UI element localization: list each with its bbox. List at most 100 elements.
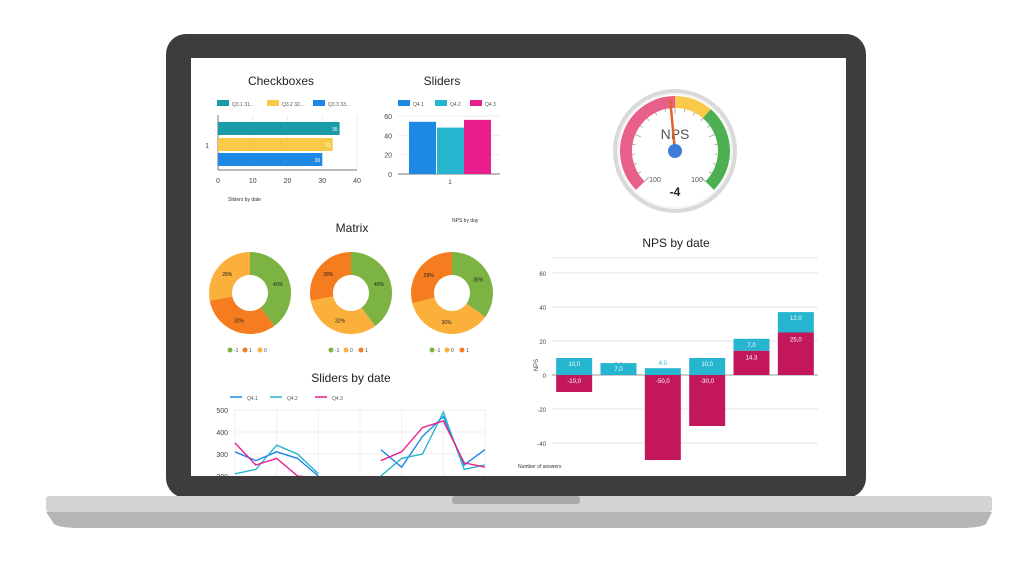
checkboxes-chart: Checkboxes Q3.1 31... Q3.2 32... Q3.3 33...… xyxy=(205,74,361,203)
legend-dot xyxy=(429,347,435,353)
slice-label: 32% xyxy=(234,318,245,324)
matrix-chart: Matrix 40% 32% 28% -1 1 0 40% 32% 28% -1 0 1 35% 36% 29… xyxy=(209,221,493,354)
gauge-tick xyxy=(639,125,643,128)
legend-swatch xyxy=(398,100,410,106)
bar xyxy=(218,153,323,166)
bar-negative xyxy=(777,332,814,375)
chart-title: Sliders xyxy=(424,74,461,88)
bar xyxy=(437,127,464,174)
bar-positive xyxy=(777,312,814,333)
data-label: -30,0 xyxy=(700,379,714,385)
category-label: 1 xyxy=(448,180,452,186)
donut-slice xyxy=(209,252,250,301)
legend-label: -1 xyxy=(335,348,340,354)
legend-dot xyxy=(242,347,248,353)
bar-positive xyxy=(644,368,681,375)
data-label: 7,0 xyxy=(747,343,756,349)
gauge-tick xyxy=(638,171,642,174)
laptop-screen xyxy=(191,58,846,476)
tick-label: 40 xyxy=(353,178,361,185)
bar-negative xyxy=(689,375,726,426)
legend-label: 0 xyxy=(350,348,353,354)
legend-label: 0 xyxy=(451,348,454,354)
tick-label: 300 xyxy=(216,452,228,459)
bar-negative xyxy=(644,375,681,460)
legend-dot xyxy=(227,347,233,353)
tick-label: 400 xyxy=(216,430,228,437)
bar-positive xyxy=(556,358,593,375)
gauge-tick xyxy=(712,162,717,165)
gauge-needle xyxy=(668,99,677,152)
gauge-tick xyxy=(692,112,695,116)
gauge-arc-negative xyxy=(620,96,676,190)
tick-label: 60 xyxy=(539,272,546,278)
gauge-tick xyxy=(700,118,704,121)
chart-title: Checkboxes xyxy=(248,74,314,88)
legend-swatch xyxy=(217,100,229,106)
slice-label: 40% xyxy=(273,282,284,288)
donut-slice xyxy=(310,252,351,301)
gauge-arc-positive xyxy=(702,109,730,190)
legend-swatch xyxy=(435,100,447,106)
gauge-min-label: 100 xyxy=(649,177,661,184)
slice-label: 32% xyxy=(335,318,346,324)
tick-label: 500 xyxy=(216,408,228,415)
legend-dot xyxy=(257,347,263,353)
gauge-tick xyxy=(655,112,658,116)
data-label: 12,0 xyxy=(790,316,802,322)
data-label: 25,0 xyxy=(790,338,802,344)
tick-label: 0 xyxy=(388,172,392,179)
data-label: -10,0 xyxy=(567,379,581,385)
nps-gauge: NPS 100 100 -4 xyxy=(613,89,737,213)
legend-label: 0 xyxy=(264,348,267,354)
series-line xyxy=(234,420,486,476)
gauge-tick xyxy=(644,176,650,182)
donut-slice xyxy=(310,296,376,334)
tick-label: 200 xyxy=(216,474,228,481)
tick-label: 40 xyxy=(384,133,392,140)
bar-positive xyxy=(733,338,770,351)
laptop-notch xyxy=(452,496,580,504)
footer-label: NPS by day xyxy=(452,218,479,224)
bar-negative xyxy=(733,350,770,375)
chart-title: NPS by date xyxy=(642,236,710,250)
gauge-hub xyxy=(668,144,682,158)
legend-label: 1 xyxy=(249,348,252,354)
gauge-tick xyxy=(683,109,686,113)
legend-dot xyxy=(459,347,465,353)
tick-label: 40 xyxy=(539,306,546,312)
bar xyxy=(464,119,491,174)
legend-label: Q4.2 xyxy=(287,396,298,402)
legend-label: Q4.3 xyxy=(332,396,343,402)
gauge-tick xyxy=(646,118,650,121)
category-label: 1 xyxy=(205,143,209,150)
donut-slice xyxy=(411,252,452,304)
data-label: 10,0 xyxy=(568,362,580,368)
legend-label: 1 xyxy=(466,348,469,354)
data-label: 33 xyxy=(325,143,331,149)
axis-label: NPS xyxy=(534,359,540,371)
gauge-tick xyxy=(707,125,711,128)
slice-label: 35% xyxy=(473,278,484,284)
gauge-tick xyxy=(708,171,712,174)
bar-positive xyxy=(600,363,637,375)
tick-label: 60 xyxy=(384,114,392,121)
bar xyxy=(218,138,333,151)
legend-swatch xyxy=(267,100,279,106)
slice-label: 29% xyxy=(424,273,435,279)
gauge-max-label: 100 xyxy=(691,177,703,184)
legend-label: Q4.1 xyxy=(247,396,258,402)
chart-title: Matrix xyxy=(336,221,369,235)
legend-dot xyxy=(343,347,349,353)
legend-label: Q4.1 xyxy=(413,102,424,108)
legend-dot xyxy=(358,347,364,353)
laptop-base-bottom xyxy=(46,512,992,528)
donut-slice xyxy=(209,296,275,334)
legend-label: Q4.3 xyxy=(485,102,496,108)
legend-dot xyxy=(328,347,334,353)
data-label: 14,3 xyxy=(746,356,758,362)
data-label: 30 xyxy=(315,158,321,164)
footer-label: Number of answers xyxy=(518,464,562,470)
legend-swatch xyxy=(470,100,482,106)
slice-label: 28% xyxy=(323,272,334,278)
